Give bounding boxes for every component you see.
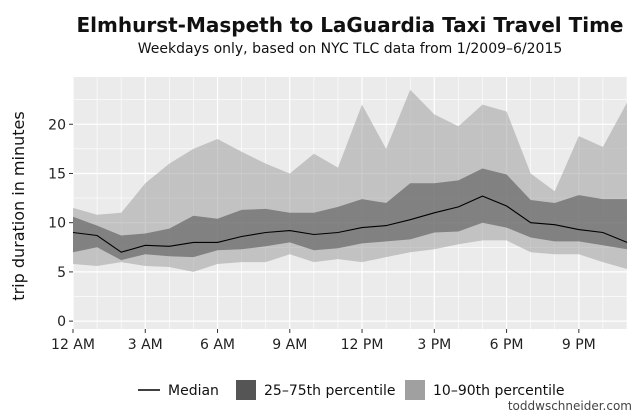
x-axis-ticks: 12 AM 3 AM 6 AM 9 AM 12 PM 3 PM 6 PM 9 PM: [51, 329, 596, 353]
y-axis-label: trip duration in minutes: [9, 111, 28, 300]
x-tick-label: 6 AM: [200, 337, 235, 353]
chart-title: Elmhurst-Maspeth to LaGuardia Taxi Trave…: [76, 13, 624, 37]
x-tick-label: 9 PM: [562, 337, 596, 353]
x-tick-label: 6 PM: [490, 337, 524, 353]
median-line: [72, 195, 628, 253]
x-tick-label: 9 AM: [272, 337, 307, 353]
legend-label-median: Median: [168, 383, 219, 399]
chart-subtitle: Weekdays only, based on NYC TLC data fro…: [137, 41, 563, 57]
legend-item-median: Median: [138, 383, 219, 399]
y-axis-ticks: 0 5 10 15 20: [48, 117, 73, 330]
y-tick-label: 0: [57, 314, 66, 330]
source-credit: toddwschneider.com: [507, 399, 632, 413]
y-tick-label: 15: [48, 166, 66, 182]
x-tick-label: 12 PM: [341, 337, 384, 353]
x-tick-label: 3 AM: [128, 337, 163, 353]
legend-item-10-90th: 10–90th percentile: [405, 380, 564, 400]
legend-key-25-75th: [236, 380, 256, 400]
legend-key-10-90th: [405, 380, 425, 400]
legend-label-25-75th: 25–75th percentile: [264, 383, 395, 399]
x-tick-label: 3 PM: [417, 337, 451, 353]
legend-label-10-90th: 10–90th percentile: [433, 383, 564, 399]
y-tick-label: 20: [48, 117, 66, 133]
legend-item-25-75th: 25–75th percentile: [236, 380, 395, 400]
y-tick-label: 10: [48, 216, 66, 232]
band-25-75th-percentile: [73, 168, 627, 261]
y-tick-label: 5: [57, 265, 66, 281]
legend: Median 25–75th percentile 10–90th percen…: [138, 380, 564, 400]
x-tick-label: 12 AM: [51, 337, 95, 353]
